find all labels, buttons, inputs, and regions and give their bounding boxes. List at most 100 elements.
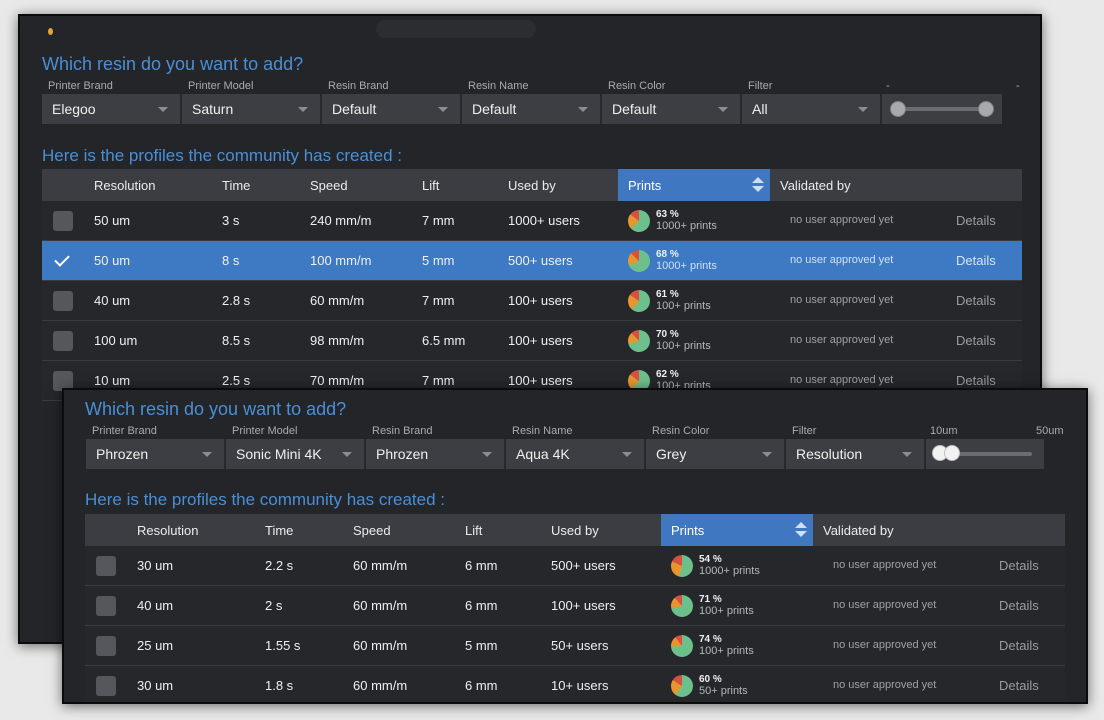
cell-speed: 60 mm/m: [353, 638, 408, 653]
filter-select[interactable]: Elegoo: [42, 94, 182, 124]
filter-select[interactable]: Aqua 4K: [506, 439, 646, 469]
filter-label: Printer Model: [232, 425, 298, 437]
row-checkbox[interactable]: [53, 371, 73, 391]
cell-resolution: 30 um: [137, 558, 174, 573]
row-checkbox[interactable]: [96, 636, 116, 656]
row-checkbox[interactable]: [53, 211, 73, 231]
row-checkbox[interactable]: [96, 676, 116, 696]
cell-lift: 6 mm: [465, 678, 498, 693]
details-link[interactable]: Details: [999, 638, 1039, 653]
prints-percent: 74 %: [699, 634, 722, 645]
table-row[interactable]: 40 um 2.8 s 60 mm/m 7 mm 100+ users 61 % 100+ …: [42, 281, 1022, 321]
details-link[interactable]: Details: [956, 253, 996, 268]
row-checkbox[interactable]: [96, 556, 116, 576]
row-checkbox[interactable]: [53, 251, 73, 271]
cell-time: 3 s: [222, 213, 240, 228]
prints-percent: 71 %: [699, 594, 722, 605]
cell-validated-by: no user approved yet: [790, 294, 894, 306]
table-row[interactable]: 50 um 8 s 100 mm/m 5 mm 500+ users 68 % 1000+ …: [42, 241, 1022, 281]
column-header-label: Prints: [628, 178, 662, 193]
chevron-down-icon: [578, 107, 588, 112]
prints-pie-icon: [671, 675, 693, 697]
column-header-resolution[interactable]: Resolution: [94, 178, 156, 193]
chevron-down-icon: [158, 107, 168, 112]
row-checkbox[interactable]: [96, 596, 116, 616]
slider-min-handle[interactable]: [890, 101, 906, 117]
cell-used-by: 10+ users: [551, 678, 609, 693]
range-slider[interactable]: [926, 439, 1044, 469]
prints-pie-icon: [628, 210, 650, 232]
column-header-lift[interactable]: Lift: [422, 178, 440, 193]
filter-select-value: Phrozen: [376, 446, 429, 462]
column-header-speed[interactable]: Speed: [353, 523, 391, 538]
cell-lift: 7 mm: [422, 293, 455, 308]
filter-select-value: Default: [612, 101, 657, 117]
filter-select[interactable]: Default: [462, 94, 602, 124]
filter-select[interactable]: Sonic Mini 4K: [226, 439, 366, 469]
filter-label: Printer Brand: [48, 80, 113, 92]
table-row[interactable]: 100 um 8.5 s 98 mm/m 6.5 mm 100+ users 70 % 10…: [42, 321, 1022, 361]
row-checkbox[interactable]: [53, 331, 73, 351]
details-link[interactable]: Details: [999, 598, 1039, 613]
column-header-validated-by[interactable]: Validated by: [823, 523, 894, 538]
chevron-down-icon: [298, 107, 308, 112]
table-row[interactable]: 50 um 3 s 240 mm/m 7 mm 1000+ users 63 % 1000+…: [42, 201, 1022, 241]
details-link[interactable]: Details: [956, 293, 996, 308]
row-checkbox[interactable]: [53, 291, 73, 311]
details-link[interactable]: Details: [999, 678, 1039, 693]
table-row[interactable]: 25 um 1.55 s 60 mm/m 5 mm 50+ users 74 % 100+ …: [85, 626, 1065, 666]
column-header-prints[interactable]: Prints: [618, 169, 770, 201]
cell-lift: 6.5 mm: [422, 333, 466, 348]
range-min-label: -: [886, 80, 890, 92]
cell-validated-by: no user approved yet: [833, 679, 937, 691]
filter-select[interactable]: Phrozen: [366, 439, 506, 469]
cell-validated-by: no user approved yet: [833, 599, 937, 611]
filter-select[interactable]: Default: [602, 94, 742, 124]
table-row[interactable]: 30 um 1.8 s 60 mm/m 6 mm 10+ users 60 % 50+ pr…: [85, 666, 1065, 702]
prints-percent: 63 %: [656, 209, 679, 220]
cell-time: 2 s: [265, 598, 283, 613]
column-header-time[interactable]: Time: [222, 178, 251, 193]
prints-percent: 60 %: [699, 674, 722, 685]
filter-select-value: Default: [332, 101, 377, 117]
column-header-validated-by[interactable]: Validated by: [780, 178, 851, 193]
cell-speed: 70 mm/m: [310, 373, 365, 388]
cell-resolution: 50 um: [94, 253, 131, 268]
filter-select[interactable]: Saturn: [182, 94, 322, 124]
cell-speed: 60 mm/m: [353, 598, 408, 613]
details-link[interactable]: Details: [956, 373, 996, 388]
details-link[interactable]: Details: [999, 558, 1039, 573]
column-header-prints[interactable]: Prints: [661, 514, 813, 546]
cell-lift: 7 mm: [422, 213, 455, 228]
column-header-used-by[interactable]: Used by: [508, 178, 556, 193]
question-title: Which resin do you want to add?: [85, 399, 347, 419]
column-header-used-by[interactable]: Used by: [551, 523, 599, 538]
cell-lift: 7 mm: [422, 373, 455, 388]
table-header: Resolution Time Speed Lift Used by Prints Vali…: [42, 169, 1022, 201]
filter-select[interactable]: All: [742, 94, 882, 124]
table-row[interactable]: 30 um 2.2 s 60 mm/m 6 mm 500+ users 54 % 1000+…: [85, 546, 1065, 586]
column-header-time[interactable]: Time: [265, 523, 294, 538]
filter-select[interactable]: Default: [322, 94, 462, 124]
title-bar-handle[interactable]: [376, 20, 536, 38]
filter-select-value: Sonic Mini 4K: [236, 446, 322, 462]
column-header-lift[interactable]: Lift: [465, 523, 483, 538]
cell-validated-by: no user approved yet: [790, 214, 894, 226]
filter-select[interactable]: Grey: [646, 439, 786, 469]
prints-percent: 70 %: [656, 329, 679, 340]
details-link[interactable]: Details: [956, 333, 996, 348]
cell-used-by: 1000+ users: [508, 213, 580, 228]
table-row[interactable]: 40 um 2 s 60 mm/m 6 mm 100+ users 71 % 100+ pr…: [85, 586, 1065, 626]
filter-select-value: Resolution: [796, 446, 863, 462]
slider-max-handle[interactable]: [978, 101, 994, 117]
filter-select[interactable]: Phrozen: [86, 439, 226, 469]
column-header-speed[interactable]: Speed: [310, 178, 348, 193]
slider-max-handle[interactable]: [944, 445, 960, 461]
range-slider[interactable]: [882, 94, 1002, 124]
chevron-down-icon: [622, 452, 632, 457]
cell-lift: 6 mm: [465, 558, 498, 573]
cell-resolution: 40 um: [137, 598, 174, 613]
column-header-resolution[interactable]: Resolution: [137, 523, 199, 538]
details-link[interactable]: Details: [956, 213, 996, 228]
filter-select[interactable]: Resolution: [786, 439, 926, 469]
